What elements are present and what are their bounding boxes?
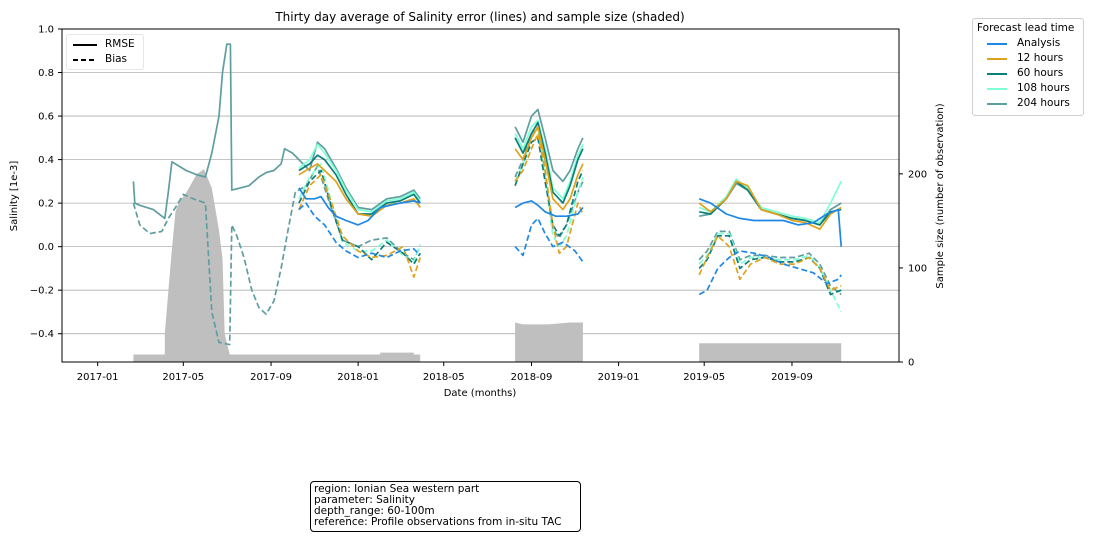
bias-line-12-hours: [698, 234, 842, 292]
bias-line-analysis: [514, 217, 584, 263]
sample-size-area-fill: [133, 169, 842, 362]
y-tick-label: 0.6: [38, 112, 54, 123]
bias-line-108-hours: [698, 232, 842, 313]
lead-time-legend: Forecast lead time Analysis 12 hours 60 …: [972, 18, 1084, 116]
y-tick-label: 0.0: [38, 242, 54, 253]
rmse-line-analysis: [514, 200, 584, 218]
x-axis-ticks: 2017-01 2017-05 2017-09 2018-01 2018-05 2018-…: [77, 362, 813, 383]
x-tick-label: 2018-05: [423, 372, 465, 383]
x-tick-label: 2017-01: [77, 372, 119, 383]
info-parameter: parameter: Salinity: [314, 494, 415, 506]
x-tick-label: 2018-01: [337, 372, 379, 383]
metadata-info-box: region: Ionian Sea western part paramete…: [310, 481, 581, 532]
legend-swatch-204-hours: [987, 103, 1007, 105]
legend-label-12-hours: 12 hours: [1017, 52, 1064, 64]
legend-label-108-hours: 108 hours: [1017, 82, 1070, 94]
rmse-line-analysis: [298, 187, 421, 226]
sample-size-area: [133, 169, 842, 362]
error-series: [132, 43, 843, 346]
bias-line-60-hours: [298, 169, 421, 265]
y-tick-label: −0.2: [30, 286, 54, 297]
rmse-line-204-hours: [514, 108, 584, 183]
legend-label-60-hours: 60 hours: [1017, 67, 1064, 79]
y-tick-label: 1.0: [38, 25, 54, 36]
bias-line-60-hours: [514, 136, 584, 237]
rmse-line-108-hours: [298, 143, 421, 213]
bias-line-analysis: [298, 202, 421, 259]
y-right-tick-label: 200: [908, 169, 927, 180]
info-region: region: Ionian Sea western part: [314, 483, 480, 495]
rmse-line-108-hours: [698, 178, 842, 224]
x-tick-label: 2018-09: [511, 372, 553, 383]
x-tick-label: 2017-09: [250, 372, 292, 383]
x-tick-label: 2017-05: [162, 372, 204, 383]
solid-line-swatch: [73, 44, 97, 46]
y-right-axis-ticks: 0 100 200: [899, 169, 927, 369]
y-axis-label: Salinity [1e-3]: [9, 161, 20, 232]
y-right-tick-label: 0: [908, 358, 914, 369]
y-axis-ticks: −0.4 −0.2 0.0 0.2 0.4 0.6 0.8 1.0: [30, 25, 62, 340]
y-tick-label: 0.8: [38, 68, 54, 79]
chart-title: Thirty day average of Salinity error (li…: [274, 10, 684, 24]
x-tick-label: 2019-01: [598, 372, 640, 383]
y-tick-label: −0.4: [30, 329, 54, 340]
y-tick-label: 0.2: [38, 199, 54, 210]
bias-line-204-hours: [132, 165, 421, 346]
rmse-line-60-hours: [298, 154, 421, 215]
legend-label-bias: Bias: [105, 53, 128, 65]
y-right-tick-label: 100: [908, 263, 927, 274]
rmse-line-12-hours: [698, 180, 842, 231]
y-tick-label: 0.4: [38, 155, 54, 166]
dashed-line-swatch: [73, 59, 97, 61]
rmse-line-analysis: [698, 198, 843, 247]
rmse-line-60-hours: [514, 121, 584, 204]
x-tick-label: 2019-09: [771, 372, 813, 383]
line-style-legend: RMSE Bias: [66, 34, 144, 70]
legend-label-204-hours: 204 hours: [1017, 97, 1070, 109]
legend-label-analysis: Analysis: [1017, 37, 1061, 49]
x-axis-label: Date (months): [444, 388, 517, 399]
legend-label-rmse: RMSE: [105, 38, 135, 50]
bias-line-12-hours: [514, 132, 584, 255]
legend-swatch-108-hours: [987, 88, 1007, 90]
legend-swatch-60-hours: [987, 73, 1007, 75]
bias-line-204-hours: [698, 230, 842, 296]
legend-title: Forecast lead time: [977, 22, 1075, 34]
bias-line-12-hours: [298, 173, 422, 278]
rmse-line-12-hours: [514, 126, 584, 211]
info-depth-range: depth_range: 60-100m: [314, 505, 435, 517]
x-tick-label: 2019-05: [683, 372, 725, 383]
bias-line-analysis: [698, 250, 842, 296]
legend-swatch-12-hours: [987, 58, 1007, 60]
plot-frame: [61, 28, 900, 363]
rmse-line-108-hours: [514, 119, 584, 200]
y-right-axis-label: Sample size (number of observation): [935, 103, 946, 288]
info-reference: reference: Profile observations from in-…: [314, 516, 562, 528]
rmse-line-204-hours: [132, 43, 421, 220]
legend-swatch-analysis: [987, 43, 1007, 45]
